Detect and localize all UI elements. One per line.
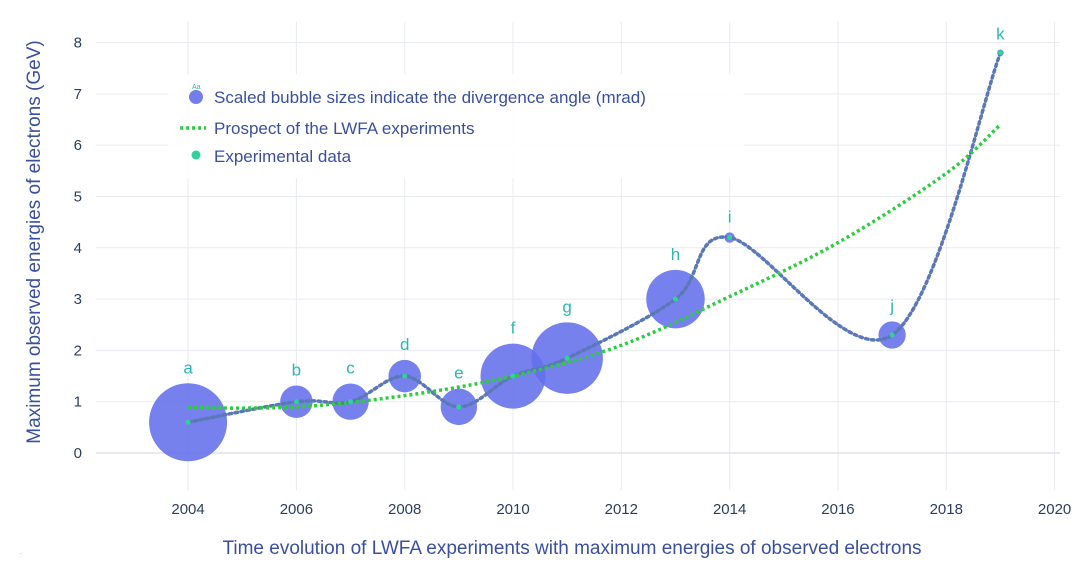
point-label-b: b <box>292 360 301 379</box>
x-tick-label: 2008 <box>388 501 421 518</box>
data-point-i <box>727 235 733 241</box>
data-point-d <box>402 373 408 379</box>
legend: Aa Scaled bubble sizes indicate the dive… <box>168 74 744 178</box>
data-point-c <box>348 399 354 405</box>
point-label-j: j <box>889 296 894 315</box>
y-tick-label: 5 <box>74 188 82 205</box>
point-label-g: g <box>562 297 571 316</box>
x-tick-label: 2012 <box>605 501 638 518</box>
legend-item-prospect: Prospect of the LWFA experiments <box>180 119 474 138</box>
corner-mark: . <box>20 550 22 556</box>
y-tick-label: 6 <box>74 137 82 154</box>
point-label-d: d <box>400 335 409 354</box>
x-tick-label: 2016 <box>821 501 854 518</box>
point-label-k: k <box>996 25 1005 44</box>
y-tick-label: 2 <box>74 342 82 359</box>
y-tick-label: 0 <box>74 445 82 462</box>
x-tick-label: 2004 <box>171 501 204 518</box>
point-label-c: c <box>346 359 355 378</box>
x-tick-label: 2006 <box>280 501 313 518</box>
x-tick-label: 2020 <box>1038 501 1071 518</box>
data-point-b <box>293 399 299 405</box>
y-tick-label: 8 <box>74 35 82 52</box>
legend-bubble-marker <box>189 90 203 104</box>
legend-item-data: Experimental data <box>191 147 352 166</box>
data-point-a <box>185 419 191 425</box>
point-labels: a b c d e f g h i j k <box>183 25 1005 383</box>
point-label-i: i <box>728 207 732 226</box>
y-tick-label: 1 <box>74 394 82 411</box>
x-axis-title: Time evolution of LWFA experiments with … <box>222 538 921 559</box>
legend-label-bubbles: Scaled bubble sizes indicate the diverge… <box>214 88 646 107</box>
data-point-e <box>456 404 462 410</box>
y-tick-label: 4 <box>74 240 82 257</box>
point-label-e: e <box>454 364 463 383</box>
legend-background <box>168 74 744 178</box>
data-point-f <box>510 373 516 379</box>
x-tick-label: 2014 <box>713 501 746 518</box>
legend-data-dot <box>191 150 201 160</box>
x-tick-label: 2010 <box>496 501 529 518</box>
x-tick-label: 2018 <box>930 501 963 518</box>
point-label-a: a <box>183 358 193 377</box>
point-label-f: f <box>511 319 516 338</box>
legend-label-prospect: Prospect of the LWFA experiments <box>214 119 474 138</box>
y-tick-label: 3 <box>74 291 82 308</box>
data-point-h <box>672 296 678 302</box>
prospect-line <box>188 123 1002 410</box>
point-label-h: h <box>671 245 680 264</box>
data-point-j <box>889 332 895 338</box>
legend-item-bubbles: Aa Scaled bubble sizes indicate the dive… <box>189 84 646 107</box>
legend-label-data: Experimental data <box>214 147 352 166</box>
plot-area <box>149 49 1004 462</box>
y-axis-title: Maximum observed energies of electrons (… <box>24 40 45 443</box>
axis-ticks: 2004 2006 2008 2010 2012 2014 2016 2018 2020 0 1 2 3… <box>74 35 1072 518</box>
y-tick-label: 7 <box>74 86 82 103</box>
legend-bubble-glyph: Aa <box>192 84 201 91</box>
data-point-k <box>997 50 1003 56</box>
data-point-g <box>564 355 570 361</box>
